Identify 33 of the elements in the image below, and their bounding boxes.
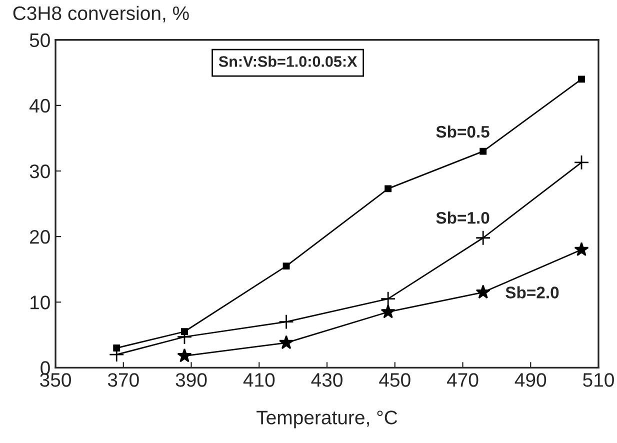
y-tick-label: 40: [29, 98, 50, 113]
annotation: Sn:V:Sb=1.0:0.05:X: [218, 56, 358, 67]
x-tick-label: 510: [583, 373, 614, 387]
point: [480, 148, 487, 155]
point: [574, 242, 589, 256]
y-tick-label: 10: [30, 296, 50, 310]
point: [278, 314, 294, 330]
x-axis-title: Temperature, °C: [256, 410, 398, 428]
point: [384, 185, 392, 192]
point: [475, 230, 491, 246]
point: [177, 348, 192, 362]
point: [578, 76, 585, 83]
x-tick-label: 410: [243, 373, 275, 387]
point: [380, 304, 396, 318]
point: [278, 335, 294, 350]
point: [476, 284, 490, 299]
x-tick-label: 370: [108, 373, 139, 387]
y-tick-label: 50: [30, 33, 50, 48]
point: [380, 291, 396, 306]
series-label: Sb=1.0: [436, 212, 490, 224]
y-tick-label: 20: [30, 230, 50, 244]
y-axis-title: C3H8 conversion, %: [13, 6, 189, 22]
y-tick-label: 30: [30, 164, 50, 178]
series-label: Sb=2.0: [506, 286, 559, 298]
x-tick-label: 490: [514, 373, 546, 387]
x-tick-label: 390: [176, 373, 207, 387]
x-tick-label: 470: [446, 373, 478, 387]
point: [574, 154, 590, 170]
x-tick-label: 430: [311, 373, 342, 387]
x-tick-label: 450: [379, 373, 410, 387]
series-label: Sb=0.5: [436, 125, 490, 138]
x-tick-label: 350: [40, 373, 71, 387]
point: [282, 262, 290, 270]
